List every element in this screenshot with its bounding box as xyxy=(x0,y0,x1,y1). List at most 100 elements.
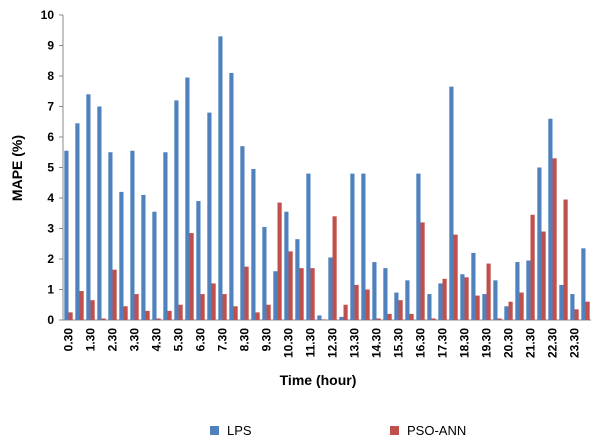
bar xyxy=(497,318,502,320)
x-tick-label: 0.30 xyxy=(62,328,76,352)
bar xyxy=(328,257,333,320)
bar xyxy=(438,283,443,320)
bar xyxy=(486,263,491,320)
bar xyxy=(79,291,84,320)
bar xyxy=(482,294,487,320)
bar xyxy=(119,191,124,320)
x-tick-label: 20.30 xyxy=(502,328,516,358)
bar xyxy=(339,316,344,320)
bar xyxy=(255,312,260,320)
bar xyxy=(196,201,201,320)
bar xyxy=(317,315,322,320)
bar xyxy=(493,280,498,320)
bar xyxy=(108,152,113,320)
y-tick-label: 1 xyxy=(47,283,54,297)
x-tick-label: 11.30 xyxy=(304,328,318,358)
legend-swatch xyxy=(390,426,399,435)
bar xyxy=(427,294,432,320)
bar xyxy=(244,266,249,320)
bar xyxy=(64,150,69,320)
bar xyxy=(262,226,267,320)
y-tick-label: 6 xyxy=(47,130,54,144)
legend-swatch xyxy=(210,426,219,435)
bar xyxy=(541,231,546,320)
bar xyxy=(211,283,216,320)
bar xyxy=(548,118,553,320)
bar xyxy=(464,277,469,320)
bar xyxy=(86,94,91,320)
bar xyxy=(167,310,172,320)
bar xyxy=(394,292,399,320)
bar xyxy=(372,262,377,320)
bar xyxy=(321,319,326,320)
bar xyxy=(163,152,168,320)
bar xyxy=(185,77,190,321)
bar xyxy=(343,304,348,320)
bar xyxy=(581,248,586,320)
x-tick-label: 13.30 xyxy=(348,328,362,358)
bar xyxy=(563,199,568,320)
bar xyxy=(552,158,557,320)
bar xyxy=(152,211,157,320)
x-axis-title: Time (hour) xyxy=(280,372,357,388)
bar xyxy=(306,173,311,320)
x-tick-label: 3.30 xyxy=(128,328,142,352)
bar xyxy=(134,294,139,320)
bar xyxy=(200,294,205,320)
x-tick-label: 10.30 xyxy=(282,328,296,358)
bar xyxy=(295,239,300,320)
x-tick-label: 19.30 xyxy=(480,328,494,358)
bar xyxy=(145,310,150,320)
x-tick-label: 5.30 xyxy=(172,328,186,352)
bar xyxy=(398,300,403,320)
bar xyxy=(350,173,355,320)
bar xyxy=(559,284,564,320)
bar xyxy=(189,233,194,320)
bar xyxy=(101,318,106,320)
bar xyxy=(365,289,370,320)
x-tick-label: 15.30 xyxy=(392,328,406,358)
bar xyxy=(229,72,234,320)
bar xyxy=(376,318,381,320)
bar xyxy=(207,112,212,320)
bar xyxy=(460,274,465,320)
bar xyxy=(273,271,278,320)
bar xyxy=(405,280,410,320)
bar xyxy=(409,313,414,320)
x-tick-label: 18.30 xyxy=(458,328,472,358)
y-tick-label: 9 xyxy=(47,39,54,53)
bar xyxy=(299,268,304,320)
bar xyxy=(240,146,245,320)
x-tick-label: 17.30 xyxy=(436,328,450,358)
x-tick-label: 22.30 xyxy=(546,328,560,358)
bar xyxy=(130,150,135,320)
bar xyxy=(416,173,421,320)
bar xyxy=(585,301,590,320)
bar xyxy=(178,304,183,320)
bar xyxy=(222,294,227,320)
bar xyxy=(251,169,256,320)
bar xyxy=(519,292,524,320)
bar xyxy=(354,284,359,320)
x-tick-label: 6.30 xyxy=(194,328,208,352)
y-tick-label: 2 xyxy=(47,252,54,266)
bar xyxy=(475,295,480,320)
bar xyxy=(471,252,476,320)
y-tick-label: 3 xyxy=(47,222,54,236)
x-tick-label: 16.30 xyxy=(414,328,428,358)
bar xyxy=(420,222,425,320)
y-tick-label: 5 xyxy=(47,161,54,175)
legend-label: LPS xyxy=(227,423,252,438)
bar xyxy=(284,211,289,320)
bar xyxy=(442,278,447,320)
bar xyxy=(574,309,579,320)
bar xyxy=(453,234,458,320)
x-tick-label: 12.30 xyxy=(326,328,340,358)
x-tick-label: 7.30 xyxy=(216,328,230,352)
bar xyxy=(141,194,146,320)
x-tick-label: 8.30 xyxy=(238,328,252,352)
y-tick-label: 8 xyxy=(47,69,54,83)
bar xyxy=(266,304,271,320)
bar xyxy=(75,123,80,321)
